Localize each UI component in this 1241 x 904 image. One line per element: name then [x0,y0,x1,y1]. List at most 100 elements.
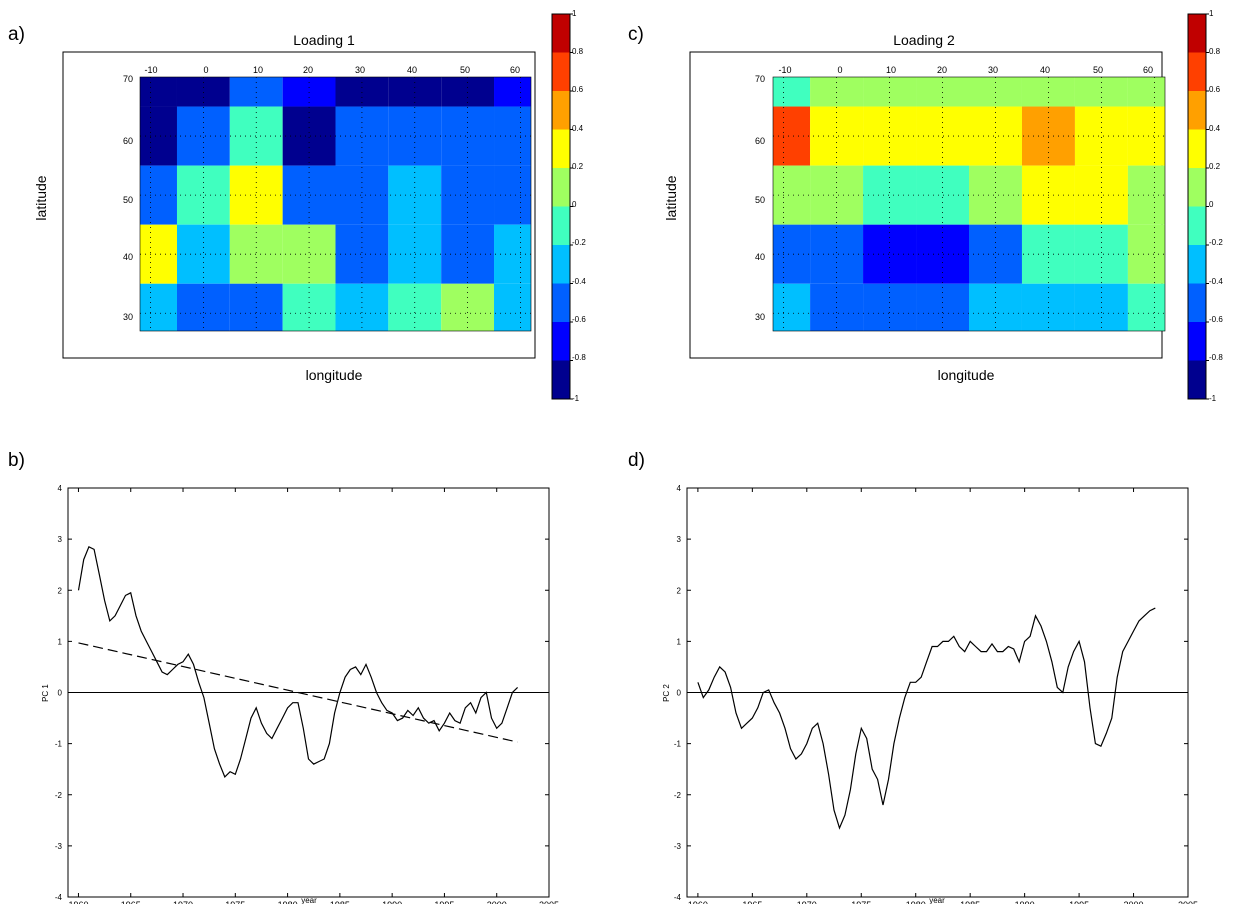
x-tick-label: 2005 [1178,900,1198,904]
heatmap-cell [916,77,969,107]
x-tick-label: 1970 [173,900,193,904]
map-c-graticule [773,77,1165,331]
y-tick-label: 4 [677,484,682,493]
colorbar-tick: -1 [572,394,580,403]
map-c-lat-tick: 60 [755,136,765,146]
heatmap-cell [282,165,336,225]
heatmap-cell [282,77,336,107]
map-c-lat-tick: 50 [755,195,765,205]
colorbar-tick: -0.2 [1209,238,1223,247]
panel-label-c: c) [628,24,644,45]
series-line [697,607,1156,830]
colorbar-tick: 1 [572,9,577,18]
map-c-lon-tick: 40 [1040,65,1050,75]
colorbar-tick: 0.8 [1209,47,1221,56]
y-tick-label: -2 [55,791,63,800]
heatmap-cell [863,224,917,284]
heatmap-cell [916,106,969,166]
heatmap-cell [441,77,495,107]
heatmap-cell [176,106,230,166]
heatmap-cell [282,106,336,166]
colorbar-tick: 0.6 [1209,85,1221,94]
x-tick-label: 2000 [1124,900,1144,904]
y-tick-label: 3 [58,535,63,544]
map-a-lon-tick: 30 [355,65,365,75]
colorbar-tick: -0.6 [1209,315,1223,324]
map-a-lon-tick: 40 [407,65,417,75]
x-tick-label: 1985 [330,900,350,904]
pc1-ylabel: PC 1 [41,684,50,702]
colorbar-c-labels: 1 0.8 0.6 0.4 0.2 0 -0.2 -0.4 -0.6 -0.8 … [1209,9,1223,403]
heatmap-cell [441,165,495,225]
trend-line [78,642,518,743]
map-c-ylabel: latitude [663,175,679,220]
x-tick-label: 1960 [68,900,88,904]
colorbar-swatch [1188,52,1206,91]
map-a-lon-tick: 60 [510,65,520,75]
y-tick-label: -2 [674,791,682,800]
map-a-ylabel: latitude [33,175,49,220]
colorbar-tick: 0.8 [572,47,584,56]
pc1-xlabel: year [301,896,317,904]
y-tick-label: 1 [58,637,63,646]
colorbar-a [551,13,573,400]
colorbar-swatch [1188,283,1206,322]
colorbar-tick: -0.4 [572,277,586,286]
y-tick-label: 0 [58,689,63,698]
map-c-lat-tick: 70 [755,74,765,84]
x-tick-label: 1960 [688,900,708,904]
colorbar-tick: -0.4 [1209,277,1223,286]
heatmap-cell [441,224,495,284]
pc1-chart: 1960 1965 1970 1975 1980 1985 1990 1995 2000 2005… [55,484,559,904]
heatmap-cell [441,106,495,166]
x-tick-label: 1970 [797,900,817,904]
y-tick-label: 3 [677,535,682,544]
map-a-title: Loading 1 [293,32,355,48]
colorbar-layer [551,13,1209,400]
map-c-lat-tick: 40 [755,252,765,262]
map-a-lon-tick: 0 [203,65,208,75]
heatmap-cell [388,106,442,166]
colorbar-swatch [552,52,570,91]
x-tick-label: 1995 [434,900,454,904]
map-a-cells [140,77,531,331]
colorbar-tick: -0.8 [1209,353,1223,362]
x-tick-label: 1980 [278,900,298,904]
heatmap-cell [1074,224,1128,284]
map-a-lat-tick: 50 [123,195,133,205]
map-a-lat-tick: 30 [123,312,133,322]
colorbar-tick: 0.2 [572,162,584,171]
colorbar-tick: 0.6 [572,85,584,94]
colorbar-swatch [552,322,570,361]
heatmap-cell [1074,77,1128,107]
heatmap-cell [969,165,1022,225]
colorbar-swatch [1188,91,1206,130]
heatmap-cell [282,224,336,284]
heatmap-cell [916,224,969,284]
heatmap-cell [494,77,531,107]
heatmap-cell [773,283,811,331]
colorbar-tick: -1 [1209,394,1217,403]
colorbar-c [1187,13,1209,400]
colorbar-a-labels: 1 0.8 0.6 0.4 0.2 0 -0.2 -0.4 -0.6 -0.8 … [572,9,586,403]
heatmap-cell [229,165,283,225]
heatmap-cell [388,224,442,284]
colorbar-swatch [1188,322,1206,361]
colorbar-tick: -0.8 [572,353,586,362]
x-tick-label: 1995 [1069,900,1089,904]
colorbar-tick: 0.4 [572,124,584,133]
map-a-lon-tick: 10 [253,65,263,75]
colorbar-swatch [552,129,570,168]
heatmap-cell [176,224,230,284]
y-tick-label: -3 [55,842,63,851]
y-tick-label: -3 [674,842,682,851]
y-tick-label: 4 [58,484,63,493]
heatmap-cell [969,106,1022,166]
y-tick-label: -1 [55,740,63,749]
y-tick-label: 2 [58,586,63,595]
heatmap-cell [863,165,917,225]
map-a-lat-tick: 40 [123,252,133,262]
x-tick-label: 1990 [1015,900,1035,904]
colorbar-tick: 0 [572,200,577,209]
heatmap-cell [773,77,811,107]
